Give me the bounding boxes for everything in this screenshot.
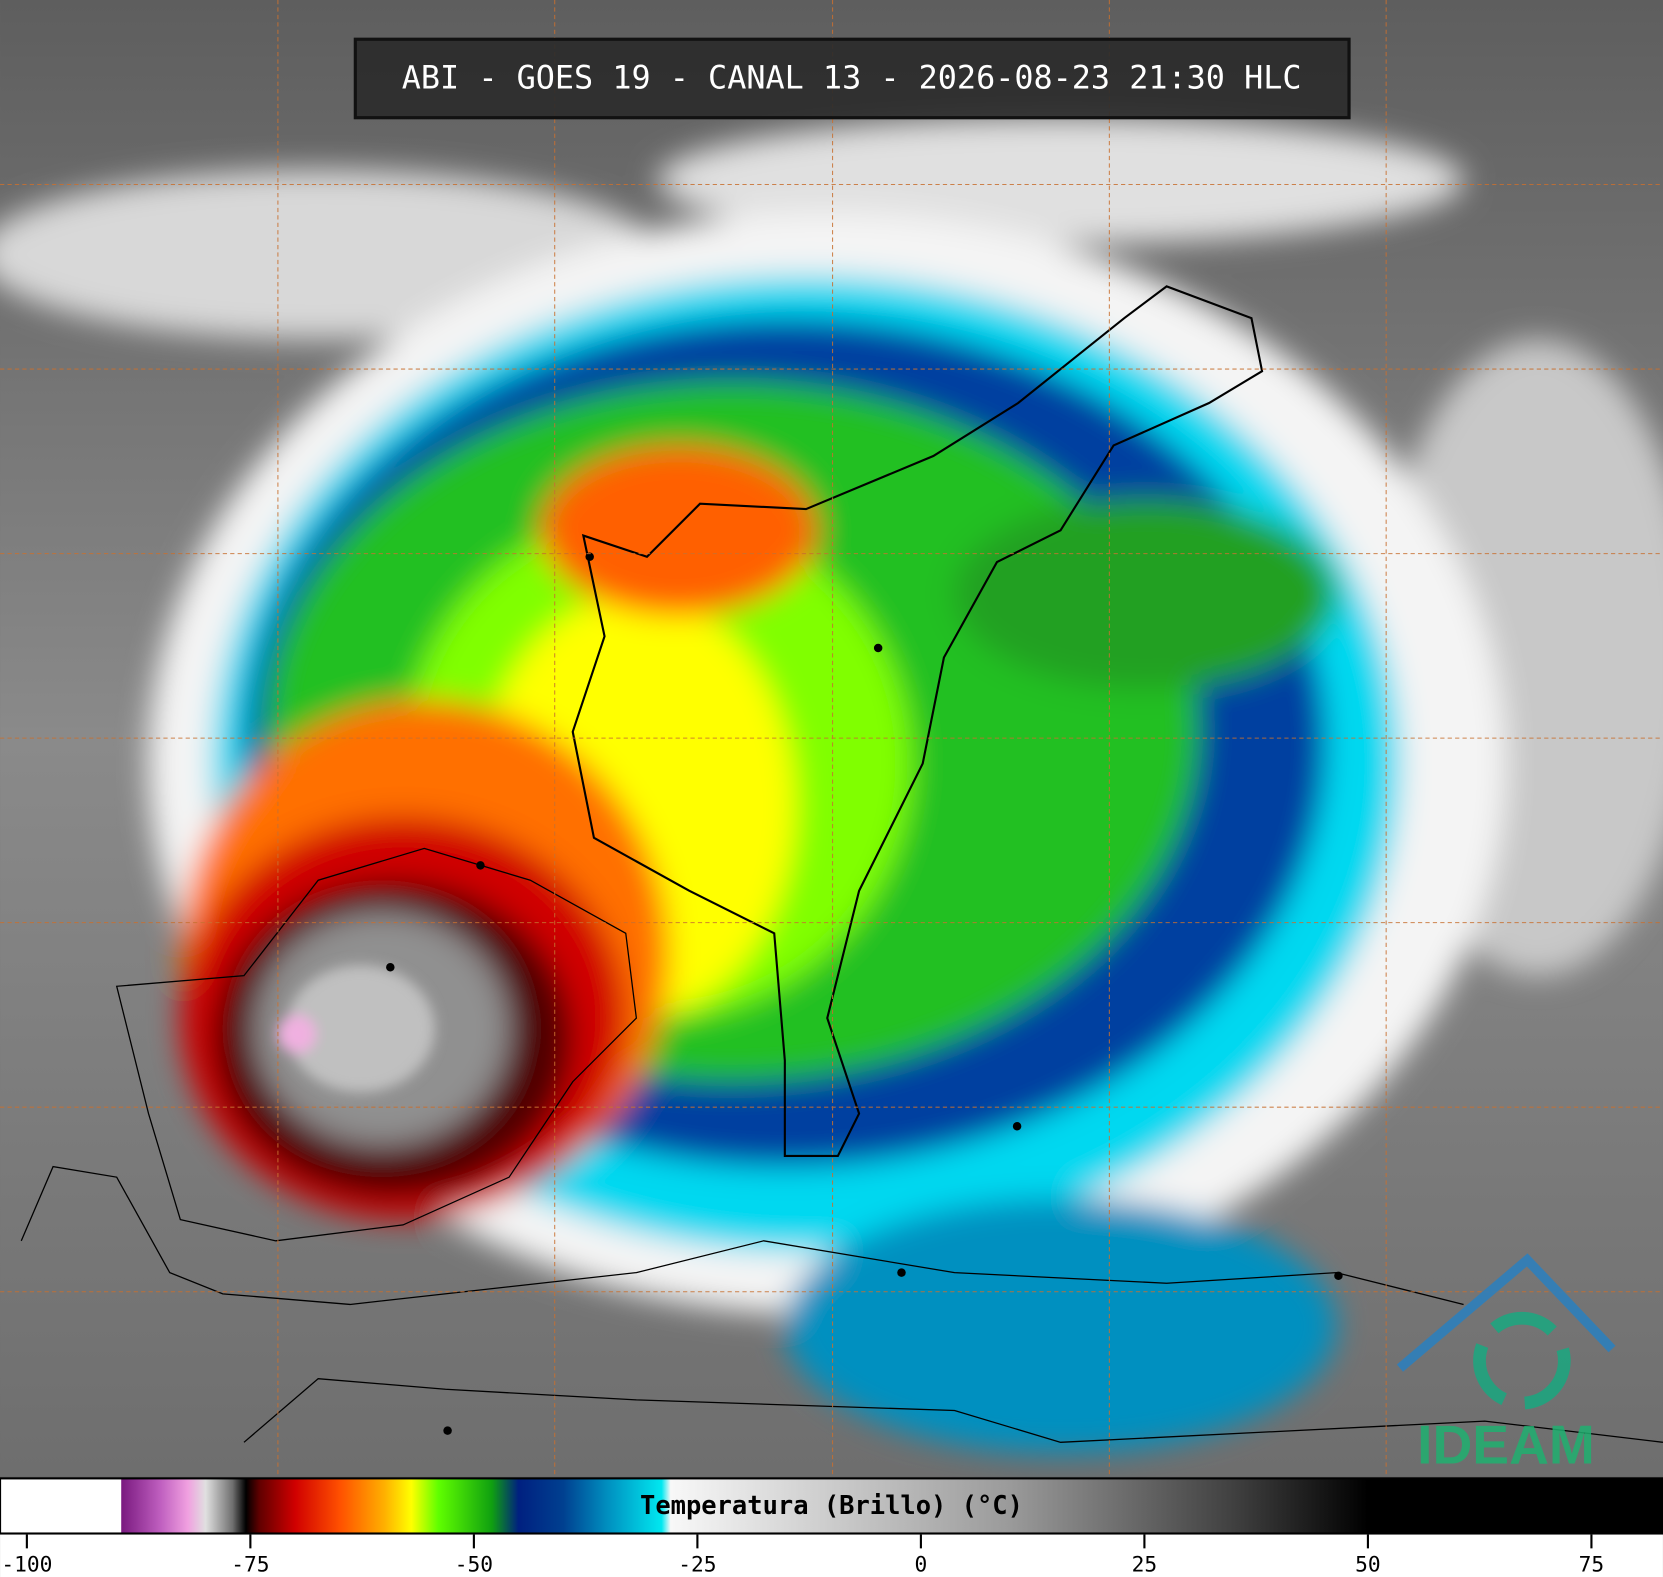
colorbar-tick-label: 25 [1132, 1552, 1158, 1577]
colorbar-tick-label: 75 [1579, 1552, 1605, 1577]
colorbar-tick-label: -25 [678, 1552, 716, 1577]
title: ABI - GOES 19 - CANAL 13 - 2026-08-23 21… [402, 59, 1302, 97]
colorbar: Temperatura (Brillo) (°C) [0, 1477, 1663, 1535]
colorbar-tick-label: -50 [455, 1552, 493, 1577]
colorbar-tick-label: 0 [915, 1552, 928, 1577]
colorbar-tick-label: 50 [1355, 1552, 1381, 1577]
colorbar-bar [0, 1477, 1663, 1535]
logo-text: IDEAM [1417, 1414, 1595, 1476]
colorbar-tick-label: -100 [1, 1552, 52, 1577]
colorbar-tick-label: -75 [231, 1552, 269, 1577]
logo: IDEAM [1396, 1253, 1616, 1476]
satellite-image [0, 0, 1663, 1477]
title-box: ABI - GOES 19 - CANAL 13 - 2026-08-23 21… [353, 37, 1351, 120]
colorbar-label: Temperatura (Brillo) (°C) [640, 1491, 1023, 1521]
